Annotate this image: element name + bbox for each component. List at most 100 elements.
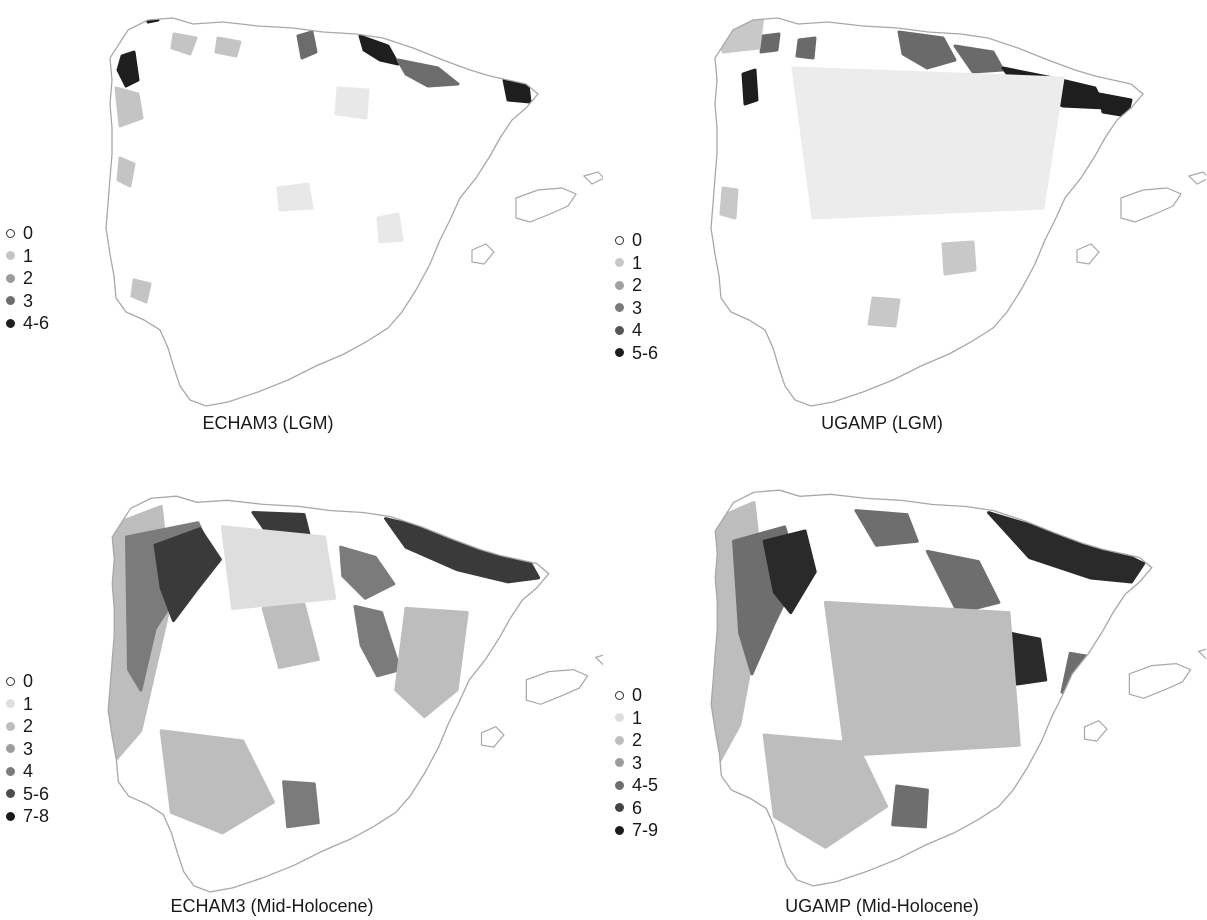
shaded-region xyxy=(741,68,759,106)
shaded-region xyxy=(394,606,469,719)
legend-label: 3 xyxy=(632,297,643,318)
legend-label: 1 xyxy=(23,245,34,266)
legend-swatch xyxy=(6,789,15,799)
legend-item: 2 xyxy=(615,729,658,752)
legend-swatch xyxy=(615,280,624,290)
legend-swatch xyxy=(6,676,15,686)
legend-swatch xyxy=(6,296,15,306)
panel-ugamp-lgm: 0 1 2 3 4 5-6 UGAMP (LGM) xyxy=(603,0,1206,460)
legend-label: 1 xyxy=(23,693,34,714)
peninsula-land xyxy=(106,18,538,406)
panel-ugamp-mid-holocene: 0 1 2 3 4-5 6 7-9 UGAMP (Mid-Holocene) xyxy=(603,460,1206,920)
legend-item: 4 xyxy=(615,319,658,342)
legend-label: 1 xyxy=(632,252,643,273)
legend-item: 1 xyxy=(615,252,658,275)
iberia-map xyxy=(710,17,1206,407)
legend-swatch xyxy=(6,766,15,776)
panel-caption: ECHAM3 (LGM) xyxy=(202,413,334,433)
legend-item: 0 xyxy=(615,684,658,707)
legend: 0 1 2 3 4 5-6 7-8 xyxy=(6,670,49,828)
legend-label: 2 xyxy=(23,268,34,288)
legend-item: 4-5 xyxy=(615,774,658,797)
shaded-region xyxy=(897,30,957,70)
legend-swatch xyxy=(615,825,624,835)
panel-caption: UGAMP (LGM) xyxy=(821,413,943,433)
panel-caption: UGAMP (Mid-Holocene) xyxy=(785,896,979,916)
legend-item: 1 xyxy=(615,707,658,730)
legend-label: 3 xyxy=(23,738,34,759)
legend-item: 1 xyxy=(6,693,49,716)
legend-label: 5-6 xyxy=(23,783,50,804)
shaded-region xyxy=(358,34,400,66)
legend-swatch xyxy=(615,348,624,358)
island-ibiza xyxy=(1076,243,1100,265)
legend-swatch xyxy=(6,744,15,754)
shaded-region xyxy=(925,682,970,727)
shaded-region xyxy=(276,182,314,212)
legend-label: 0 xyxy=(23,671,34,691)
legend-swatch xyxy=(6,273,15,283)
legend-item: 3 xyxy=(6,738,49,761)
legend-item: 2 xyxy=(6,267,49,290)
shaded-region xyxy=(791,66,1065,220)
legend-item: 5-6 xyxy=(615,342,658,365)
shaded-region xyxy=(261,602,320,670)
shaded-region xyxy=(396,58,460,88)
island-mallorca xyxy=(1128,662,1192,699)
shaded-region xyxy=(719,186,739,220)
legend-item: 2 xyxy=(615,274,658,297)
shaded-region xyxy=(170,32,198,56)
legend-item: 4 xyxy=(6,760,49,783)
legend-label: 4-6 xyxy=(23,313,50,333)
legend-swatch xyxy=(615,803,624,813)
shaded-region xyxy=(116,50,140,88)
shaded-region xyxy=(214,36,242,58)
shaded-region xyxy=(220,525,337,610)
legend-swatch xyxy=(6,699,15,709)
shaded-region xyxy=(159,729,275,835)
legend: 0 1 2 3 4 5-6 xyxy=(615,229,658,364)
legend-item: 0 xyxy=(6,670,49,693)
legend-item: 5-6 xyxy=(6,783,49,806)
legend-label: 0 xyxy=(23,223,34,243)
legend-label: 2 xyxy=(632,275,643,295)
legend-label: 7-9 xyxy=(632,820,659,840)
shaded-region xyxy=(502,78,532,104)
shaded-region xyxy=(334,86,370,120)
shaded-region xyxy=(795,36,817,60)
coastline xyxy=(710,17,1144,407)
shaded-regions xyxy=(717,18,1133,328)
legend-swatch xyxy=(615,780,624,790)
island-mallorca xyxy=(515,187,577,223)
legend-swatch xyxy=(615,303,624,313)
legend-item: 7-8 xyxy=(6,805,49,828)
legend-label: 1 xyxy=(632,707,643,728)
legend-swatch xyxy=(615,735,624,745)
legend-item: 2 xyxy=(6,715,49,738)
shaded-region xyxy=(296,30,318,60)
shaded-regions xyxy=(108,504,541,835)
legend-item: 3 xyxy=(615,752,658,775)
island-ibiza xyxy=(471,243,495,265)
shaded-region xyxy=(854,509,919,547)
legend-swatch xyxy=(615,235,624,245)
shaded-region xyxy=(153,527,222,623)
legend-swatch xyxy=(615,690,624,700)
shaded-region xyxy=(130,278,152,304)
legend-item: 7-9 xyxy=(615,819,658,842)
shaded-regions xyxy=(114,18,532,304)
legend-label: 2 xyxy=(632,730,643,750)
legend-item: 4-6 xyxy=(6,312,49,335)
legend-swatch xyxy=(6,811,15,821)
legend-item: 0 xyxy=(6,222,49,245)
shaded-region xyxy=(925,549,1001,615)
island-ibiza xyxy=(480,725,505,748)
panel-caption: ECHAM3 (Mid-Holocene) xyxy=(170,896,374,916)
shaded-region xyxy=(376,212,404,244)
legend-swatch xyxy=(615,713,624,723)
shaded-region xyxy=(762,733,889,849)
legend-swatch xyxy=(6,318,15,328)
island-ibiza xyxy=(1083,719,1108,742)
legend: 0 1 2 3 4-6 xyxy=(6,222,49,335)
panel-echam3-mid-holocene: 0 1 2 3 4 5-6 7-8 ECHAM3 (Mid-Holocene) xyxy=(0,460,603,920)
